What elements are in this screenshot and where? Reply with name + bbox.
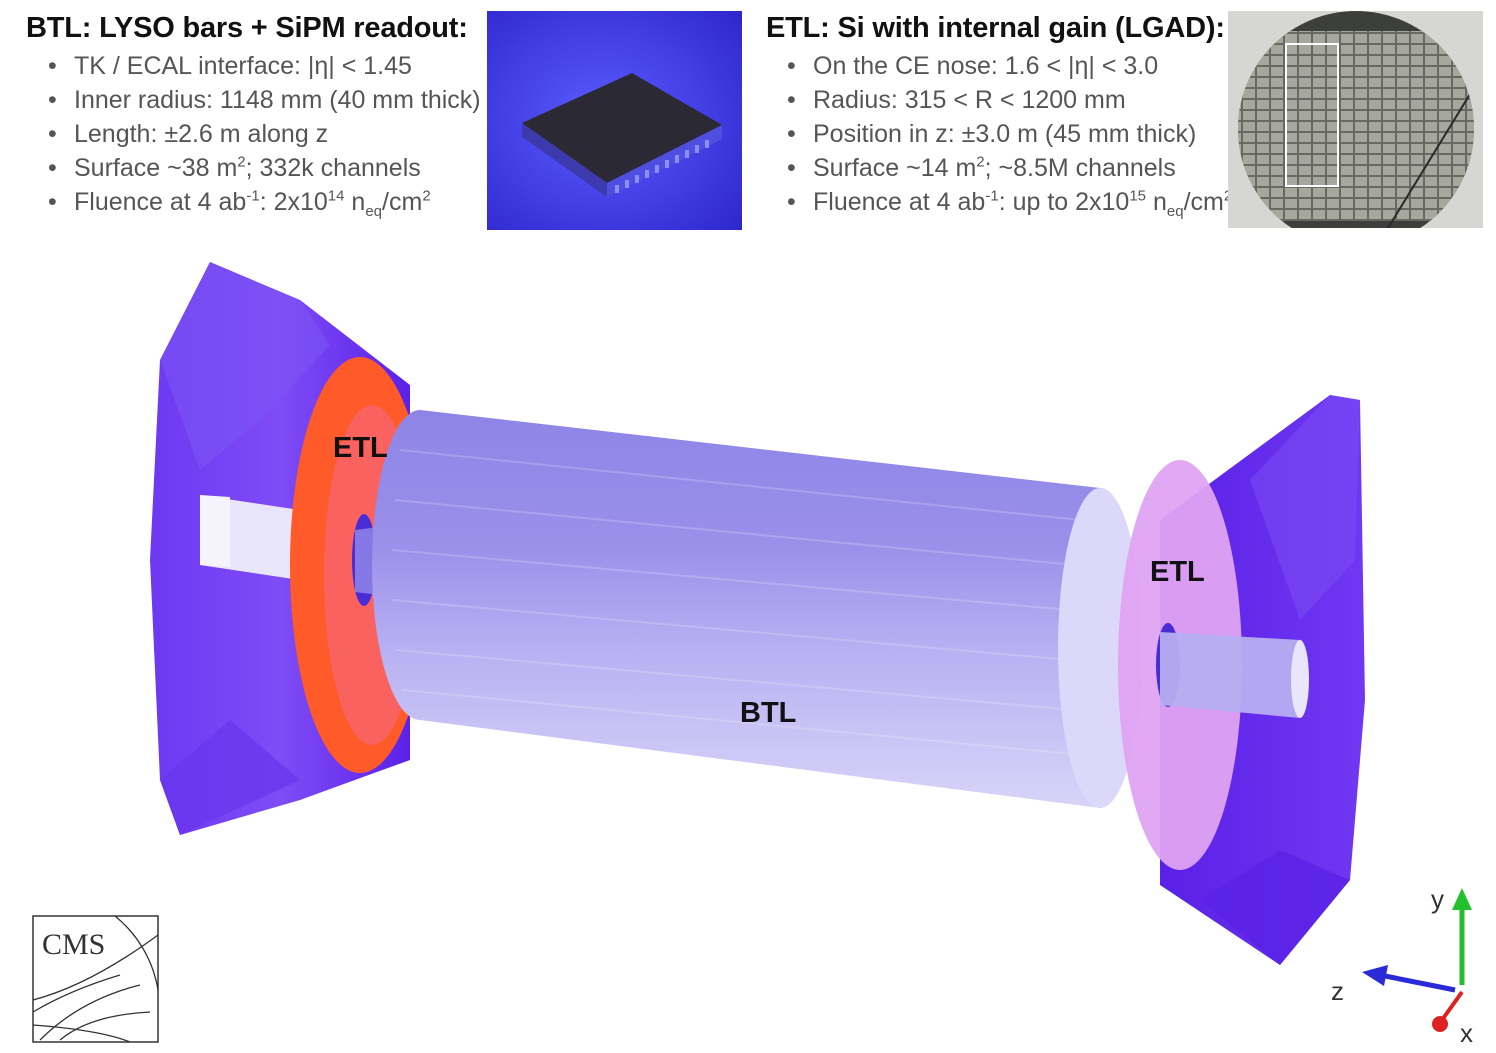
axis-z-label: z bbox=[1331, 976, 1344, 1006]
btl-bullet-interface: • TK / ECAL interface: |η| < 1.45 bbox=[48, 52, 412, 80]
btl-bullet-radius: • Inner radius: 1148 mm (40 mm thick) bbox=[48, 86, 481, 114]
btl-barrel bbox=[372, 410, 1142, 808]
btl-title: BTL: LYSO bars + SiPM readout: bbox=[26, 12, 468, 44]
btl-label: BTL bbox=[740, 697, 797, 729]
etl-bullet-list: • On the CE nose: 1.6 < |η| < 3.0 • Radius… bbox=[787, 49, 1232, 219]
btl-bullet-surface: • Surface ~38 m2; 332k channels bbox=[48, 153, 421, 182]
lgad-wafer-photo bbox=[1228, 11, 1483, 247]
btl-bullet-fluence: • Fluence at 4 ab-1: 2x1014 neq/cm2 bbox=[48, 187, 431, 220]
etl-right-label: ETL bbox=[1150, 556, 1205, 588]
etl-bullet-position: • Position in z: ±3.0 m (45 mm thick) bbox=[787, 120, 1197, 148]
cms-logo bbox=[32, 915, 159, 1043]
axis-y-label: y bbox=[1431, 884, 1444, 914]
right-beampipe bbox=[1160, 632, 1309, 718]
etl-bullet-radius: • Radius: 315 < R < 1200 mm bbox=[787, 86, 1126, 114]
axis-x-label: x bbox=[1460, 1018, 1473, 1048]
axis-triad bbox=[1362, 888, 1472, 1032]
btl-bullet-length: • Length: ±2.6 m along z bbox=[48, 120, 329, 148]
cms-logo-text: CMS bbox=[42, 928, 106, 961]
lyso-module-photo bbox=[487, 11, 742, 230]
btl-bullet-list: • TK / ECAL interface: |η| < 1.45 • Inner … bbox=[48, 49, 481, 219]
etl-bullet-nose: • On the CE nose: 1.6 < |η| < 3.0 bbox=[787, 52, 1159, 80]
mtd-geometry-diagram bbox=[32, 262, 1472, 1043]
etl-title: ETL: Si with internal gain (LGAD): bbox=[766, 12, 1225, 44]
etl-left-label: ETL bbox=[333, 432, 388, 464]
etl-bullet-fluence: •Fluence at 4 ab-1: up to 2x1015 neq/cm2 bbox=[787, 187, 1232, 220]
etl-bullet-surface: • Surface ~14 m2; ~8.5M channels bbox=[787, 153, 1176, 182]
